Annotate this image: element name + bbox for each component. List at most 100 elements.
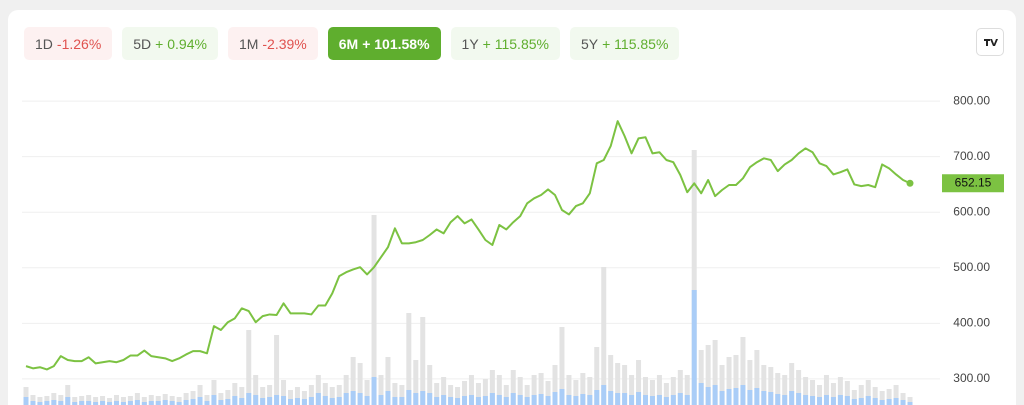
volume-part-bar xyxy=(301,399,307,405)
volume-bar xyxy=(656,375,662,405)
volume-part-bar xyxy=(712,385,718,405)
volume-bar xyxy=(900,393,906,405)
volume-bar xyxy=(44,396,50,405)
volume-part-bar xyxy=(601,385,607,405)
volume-part-bar xyxy=(58,401,64,405)
y-tick-label: 800.00 xyxy=(953,93,990,107)
volume-bar xyxy=(406,313,412,405)
volume-part-bar xyxy=(350,391,356,405)
volume-part-bar xyxy=(803,395,809,405)
volume-bar xyxy=(629,375,635,405)
volume-bar xyxy=(837,377,843,405)
volume-bar xyxy=(448,385,454,405)
volume-part-bar xyxy=(789,391,795,405)
volume-bar xyxy=(336,385,342,405)
volume-bar xyxy=(496,375,502,405)
range-change: + 115.85% xyxy=(602,35,669,52)
volume-bar xyxy=(441,377,447,405)
volume-bar xyxy=(183,393,189,405)
volume-bar xyxy=(357,363,363,405)
range-tab[interactable]: 1M -2.39% xyxy=(227,27,318,60)
range-tab[interactable]: 6M + 101.58% xyxy=(327,27,441,60)
volume-bar xyxy=(120,397,126,405)
volume-bar xyxy=(218,393,224,405)
volume-part-bar xyxy=(517,395,523,405)
y-tick-label: 700.00 xyxy=(953,149,990,163)
volume-part-bar xyxy=(134,400,140,405)
volume-part-bar xyxy=(642,395,648,405)
volume-part-bar xyxy=(510,393,516,405)
volume-bar xyxy=(308,385,314,405)
volume-part-bar xyxy=(489,393,495,405)
volume-part-bar xyxy=(865,396,871,405)
range-tab[interactable]: 5Y + 115.85% xyxy=(569,27,680,60)
volume-part-bar xyxy=(385,391,391,405)
volume-part-bar xyxy=(308,397,314,405)
volume-part-bar xyxy=(364,396,370,405)
volume-part-bar xyxy=(531,395,537,405)
volume-part-bar xyxy=(65,397,71,405)
volume-part-bar xyxy=(218,400,224,405)
volume-part-bar xyxy=(503,397,509,405)
volume-bar xyxy=(684,375,690,405)
volume-part-bar xyxy=(127,401,133,405)
range-tab[interactable]: 1Y + 115.85% xyxy=(450,27,560,60)
volume-part-bar xyxy=(886,399,892,405)
volume-part-bar xyxy=(566,395,572,405)
volume-part-bar xyxy=(155,401,161,405)
volume-bar xyxy=(538,373,544,405)
volume-bar xyxy=(482,379,488,405)
volume-part-bar xyxy=(197,397,203,405)
volume-bar xyxy=(580,373,586,405)
volume-part-bar xyxy=(837,395,843,405)
volume-part-bar xyxy=(636,392,642,405)
range-tab[interactable]: 5D + 0.94% xyxy=(122,27,218,60)
volume-bar xyxy=(371,215,377,405)
volume-bar xyxy=(844,381,850,405)
volume-part-bar xyxy=(329,398,335,405)
volume-bar xyxy=(211,380,217,405)
volume-part-bar xyxy=(51,400,57,405)
tradingview-logo[interactable] xyxy=(976,28,1004,56)
volume-part-bar xyxy=(30,401,36,405)
volume-bar xyxy=(79,396,85,405)
volume-bar xyxy=(865,380,871,405)
volume-part-bar xyxy=(253,395,259,405)
volume-part-bar xyxy=(246,393,252,405)
range-change: + 101.58% xyxy=(362,35,430,52)
volume-bar xyxy=(37,397,43,405)
volume-part-bar xyxy=(796,393,802,405)
volume-bar xyxy=(23,387,29,405)
volume-bar xyxy=(462,381,468,405)
volume-part-bar xyxy=(726,389,732,405)
volume-bar xyxy=(761,365,767,405)
volume-bar xyxy=(636,360,642,405)
volume-part-bar xyxy=(587,395,593,405)
volume-part-bar xyxy=(559,389,565,405)
volume-part-bar xyxy=(93,402,99,405)
volume-part-bar xyxy=(656,395,662,405)
volume-bar xyxy=(288,390,294,405)
volume-part-bar xyxy=(176,402,182,405)
volume-bar xyxy=(475,383,481,405)
volume-bar xyxy=(796,370,802,405)
volume-bar xyxy=(322,383,328,405)
volume-part-bar xyxy=(782,395,788,405)
volume-bar xyxy=(30,395,36,405)
price-tag-label: 652.15 xyxy=(955,175,992,189)
volume-part-bar xyxy=(190,399,196,405)
volume-bar xyxy=(872,387,878,405)
volume-bar xyxy=(246,330,252,405)
volume-bar xyxy=(594,347,600,405)
volume-part-bar xyxy=(747,390,753,405)
volume-bar xyxy=(392,383,398,405)
volume-part-bar xyxy=(204,401,210,405)
volume-bar xyxy=(155,396,161,405)
volume-part-bar xyxy=(719,391,725,405)
range-label: 6M xyxy=(338,35,359,52)
volume-bar xyxy=(517,377,523,405)
volume-bar xyxy=(420,317,426,405)
range-tab[interactable]: 1D -1.26% xyxy=(24,27,113,60)
volume-bar xyxy=(698,350,704,405)
